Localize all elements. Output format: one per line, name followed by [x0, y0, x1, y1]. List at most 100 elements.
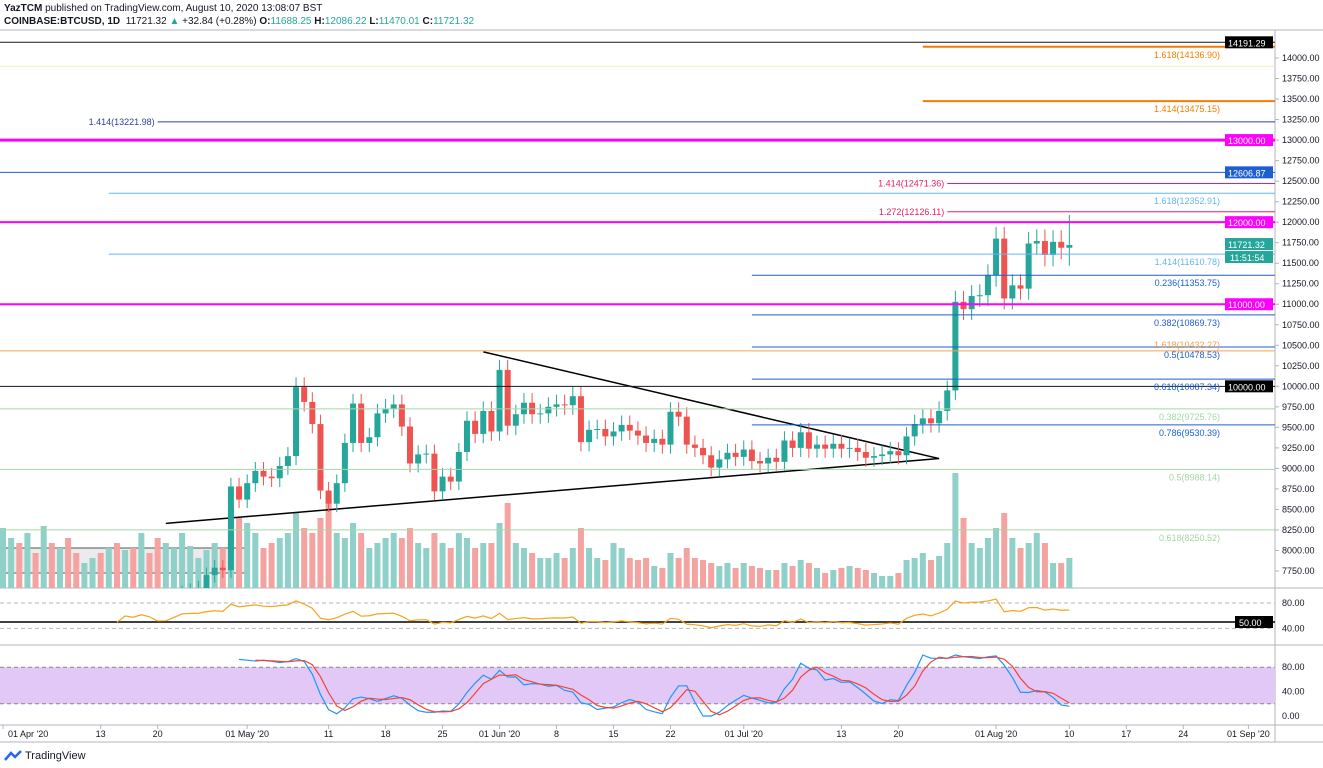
- candle-body: [236, 486, 243, 500]
- price-tick-label: 7750.00: [1282, 566, 1315, 576]
- volume-bar: [130, 548, 137, 588]
- volume-bar: [553, 553, 560, 588]
- volume-bar: [138, 533, 145, 588]
- candle-body: [1066, 245, 1073, 248]
- candle-body: [691, 444, 698, 448]
- price-tick-label: 12000.00: [1282, 217, 1320, 227]
- level-label: 1.414(12471.36): [878, 178, 944, 188]
- candle-body: [350, 403, 357, 443]
- candle-body: [301, 387, 308, 402]
- candle-body: [293, 387, 300, 457]
- volume-bar: [520, 548, 527, 588]
- candle-body: [854, 447, 861, 452]
- publisher-name[interactable]: YazTCM: [4, 3, 43, 14]
- candle-body: [90, 640, 96, 642]
- price-tick-label: 12250.00: [1282, 197, 1320, 207]
- price-tick-label: 11500.00: [1282, 258, 1319, 268]
- current-price-text: 11721.32: [1228, 240, 1265, 250]
- volume-bar: [1017, 548, 1024, 588]
- volume-bar: [870, 573, 877, 588]
- volume-bar: [504, 503, 511, 588]
- candle-body: [765, 457, 772, 464]
- time-tick-label: 17: [1121, 729, 1131, 739]
- volume-bar: [577, 528, 584, 588]
- candle-body: [887, 451, 894, 455]
- candle-body: [895, 451, 902, 456]
- price-tick-label: 11000.00: [1282, 299, 1319, 309]
- candle-body: [496, 369, 503, 432]
- volume-bar: [610, 543, 617, 588]
- tradingview-logo: TradingView: [4, 750, 86, 762]
- candle-body: [634, 430, 641, 436]
- candle-body: [415, 454, 422, 464]
- price-tick-label: 13500.00: [1282, 94, 1320, 104]
- volume-bar: [48, 543, 55, 588]
- volume-bar: [374, 543, 381, 588]
- candle-body: [1025, 243, 1032, 289]
- candle-body: [879, 454, 886, 457]
- volume-bar: [1033, 533, 1040, 588]
- volume-bar: [1066, 558, 1073, 588]
- price-tick-label: 10000.00: [1282, 381, 1320, 391]
- candle-body: [16, 650, 22, 655]
- candle-body: [944, 390, 951, 411]
- candle-body: [203, 575, 210, 588]
- candle-body: [651, 438, 658, 443]
- candle-body: [700, 447, 707, 456]
- volume-bar: [586, 548, 593, 588]
- stoch-k-line: [239, 654, 1070, 717]
- level-label: 0.5(10478.53): [1164, 350, 1220, 360]
- price-tick-label: 10750.00: [1282, 320, 1320, 330]
- candle-body: [114, 643, 120, 664]
- volume-bar: [81, 563, 88, 588]
- candle-body: [724, 452, 731, 460]
- candle-body: [73, 608, 79, 644]
- candle-body: [24, 644, 30, 655]
- price-tick-label: 8000.00: [1282, 545, 1315, 555]
- time-tick-label: 20: [153, 729, 163, 739]
- volume-bar: [195, 558, 202, 588]
- candle-body: [1041, 241, 1048, 255]
- candle-body: [480, 410, 487, 434]
- volume-bar: [496, 523, 503, 588]
- price-tick-label: 13250.00: [1282, 115, 1320, 125]
- candle-body: [276, 465, 283, 479]
- volume-bar: [73, 553, 80, 588]
- time-tick-label: 8: [554, 729, 559, 739]
- volume-bar: [463, 538, 470, 588]
- volume-bar: [748, 566, 755, 588]
- volume-bar: [822, 573, 829, 588]
- candle-body: [155, 622, 161, 646]
- time-tick-label: 20: [893, 729, 903, 739]
- candle-body: [1058, 241, 1065, 248]
- candle-body: [423, 453, 430, 455]
- volume-bar: [626, 558, 633, 588]
- tradingview-logo-icon: [4, 750, 22, 761]
- volume-bar: [781, 563, 788, 588]
- volume-bar: [1058, 563, 1065, 588]
- volume-bar: [447, 548, 454, 588]
- candle-body: [797, 432, 804, 448]
- rsi-50-text: 50.00: [1239, 618, 1262, 628]
- volume-bar: [89, 558, 96, 588]
- volume-bar: [789, 566, 796, 588]
- candle-body: [317, 424, 324, 491]
- candle-body: [171, 622, 177, 644]
- volume-bar: [854, 568, 861, 588]
- candle-body: [260, 470, 267, 477]
- candle-body: [1017, 285, 1024, 289]
- volume-bar: [431, 533, 438, 588]
- axis-price-badge: [1225, 166, 1273, 179]
- volume-bar: [1025, 543, 1032, 588]
- candle-body: [49, 605, 55, 616]
- published-text: published on TradingView.com, August 10,…: [45, 3, 323, 14]
- time-tick-label: 13: [96, 729, 106, 739]
- last-price: 11721.32: [125, 16, 167, 27]
- candle-body: [463, 420, 470, 452]
- volume-bar: [122, 550, 129, 588]
- volume-bar: [512, 543, 519, 588]
- close-value: 11721.32: [433, 16, 475, 27]
- volume-bar: [911, 558, 918, 588]
- candle-body: [903, 436, 910, 456]
